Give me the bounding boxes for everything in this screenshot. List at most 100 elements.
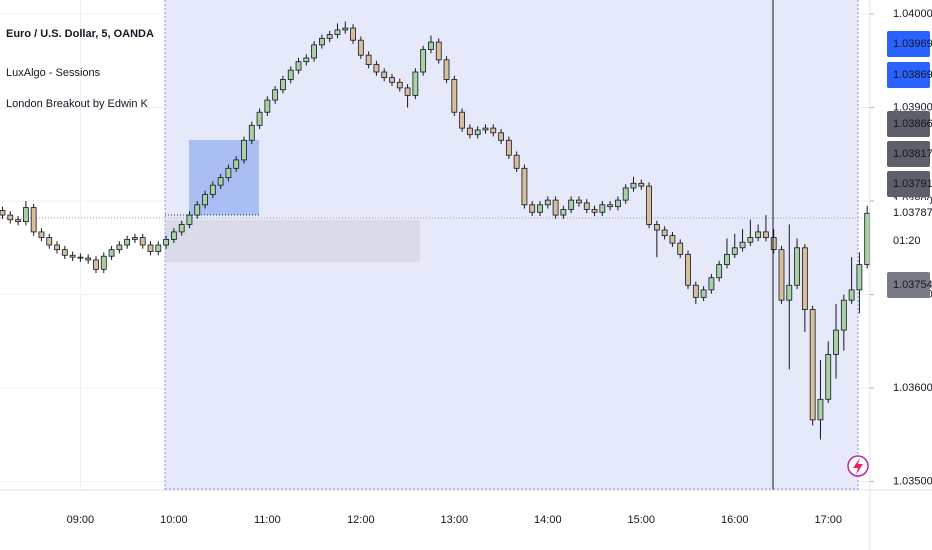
candle-body [334, 29, 341, 35]
candle-body [225, 167, 232, 179]
price-label: 1.03791 [893, 178, 932, 190]
candle-body [825, 354, 832, 400]
candle-body [412, 71, 419, 96]
candle-body [638, 182, 645, 187]
candle-body [124, 238, 131, 246]
candle-body [155, 244, 162, 252]
y-tick-label: 1.04000 [893, 8, 932, 20]
candle-body [809, 309, 816, 421]
y-tick-label: 1.03500 [893, 475, 932, 487]
candle-body [716, 264, 723, 279]
candle-body [209, 184, 216, 195]
candle-body [685, 253, 691, 286]
candle-body [233, 159, 240, 169]
candle-body [490, 127, 497, 134]
candle-body [186, 214, 193, 225]
price-label: 1.03754 [893, 279, 932, 291]
x-tick-label: 09:00 [67, 514, 95, 526]
candle-body [459, 111, 466, 129]
price-label: 1.03969 [893, 38, 932, 50]
candle-body [786, 284, 793, 301]
candle-body [840, 299, 847, 331]
candle-body [505, 139, 512, 156]
candle-body [498, 132, 504, 141]
opening-range-box [189, 140, 259, 215]
candle-body [443, 59, 450, 80]
candle-body [194, 204, 201, 216]
candle-body [529, 204, 536, 213]
candle-body [669, 235, 676, 244]
candle-body [778, 249, 785, 301]
y-tick-label: 1.03600 [893, 382, 932, 394]
candle-body [170, 231, 177, 240]
candle-body [30, 207, 37, 233]
candle-body [311, 44, 318, 59]
candle-body [272, 89, 279, 101]
indicator-name: LuxAlgo - Sessions [6, 67, 101, 79]
candle-body [677, 242, 684, 255]
x-tick-label: 13:00 [441, 514, 469, 526]
candle-body [318, 37, 325, 46]
candle-body [560, 209, 567, 216]
candle-body [482, 127, 489, 131]
candles [0, 21, 871, 440]
candle-body [93, 259, 99, 270]
candle-body [241, 139, 247, 161]
candle-body [350, 27, 356, 41]
candle-body [653, 224, 660, 231]
candle-body [599, 204, 606, 213]
candle-body [54, 244, 60, 251]
candle-body [700, 289, 707, 298]
candle-body [724, 253, 730, 266]
x-tick-label: 11:00 [254, 514, 281, 526]
price-label-box [887, 141, 930, 167]
candle-body [396, 81, 403, 89]
price-label: 1.03866 [893, 118, 932, 130]
candle-body [217, 177, 224, 186]
axes: 1.035001.036001.037001.038001.039001.040… [67, 8, 932, 526]
y-tick-label: 1.03900 [893, 101, 932, 113]
candle-body [537, 204, 543, 213]
x-tick-label: 12:00 [347, 514, 375, 526]
candle-body [576, 199, 582, 204]
candle-body [856, 264, 863, 291]
price-label-box [887, 228, 930, 254]
candle-body [287, 69, 294, 80]
candle-body [630, 182, 637, 189]
candle-body [692, 284, 699, 298]
candle-body [591, 209, 598, 213]
candle-body [163, 238, 169, 246]
candle-body [661, 229, 668, 237]
candle-body [466, 127, 473, 136]
price-label-box [887, 200, 930, 226]
candle-body [326, 34, 333, 39]
candle-body [342, 27, 349, 31]
candle-body [100, 255, 107, 270]
price-label-box [887, 62, 930, 88]
indicator-name: London Breakout by Edwin K [6, 98, 149, 110]
candle-body [108, 249, 115, 257]
candle-body [521, 167, 528, 206]
candle-body [801, 247, 808, 310]
candle-body [404, 87, 411, 96]
x-tick-label: 16:00 [721, 514, 749, 526]
candle-body [833, 329, 839, 355]
price-label-box [887, 171, 930, 197]
price-label-box [887, 31, 930, 57]
price-label: 1.03817 [893, 148, 932, 160]
candle-body [373, 64, 380, 73]
candle-body [295, 61, 302, 71]
price-label-box [887, 111, 930, 137]
candle-body [708, 277, 715, 291]
candle-body [132, 237, 138, 240]
candle-body [248, 124, 255, 141]
alert-icon[interactable] [847, 455, 869, 477]
candle-body [365, 54, 372, 65]
candle-body [147, 244, 154, 252]
candle-body [139, 237, 146, 246]
candle-body [69, 254, 76, 258]
candle-body [755, 231, 762, 238]
candle-body [420, 49, 427, 73]
candle-body [848, 289, 855, 301]
